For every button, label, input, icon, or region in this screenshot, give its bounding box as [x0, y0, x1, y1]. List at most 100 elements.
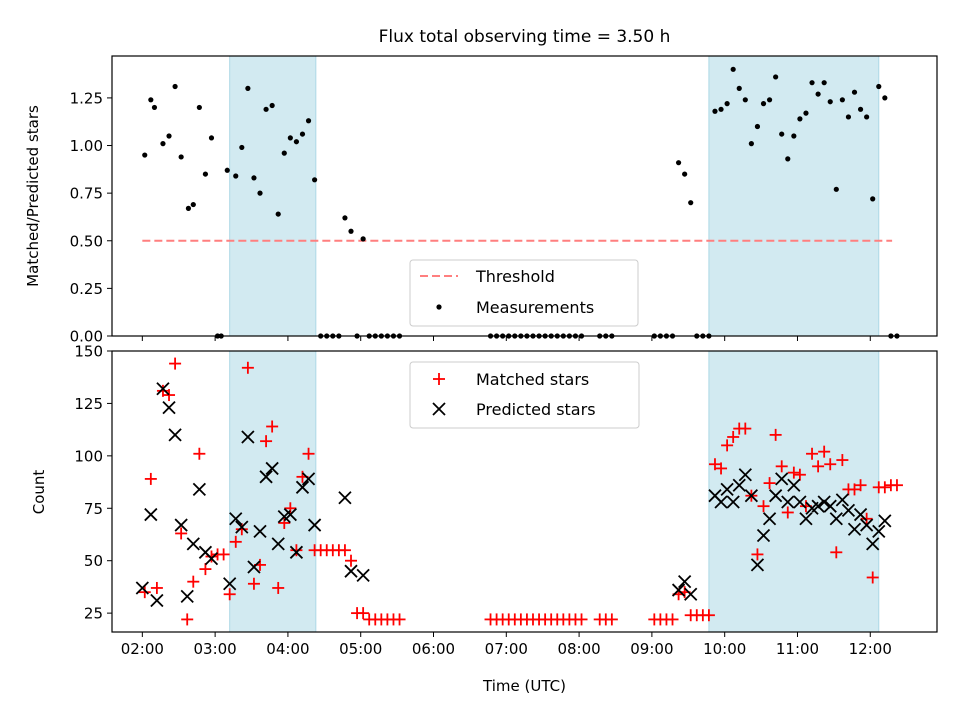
predicted-star-point — [799, 512, 813, 526]
top-y-ticks: 0.00 0.25 0.50 0.75 1.00 1.25 — [70, 89, 112, 346]
matched-star-point — [229, 535, 242, 548]
matched-star-point — [138, 586, 151, 599]
matched-star-point — [854, 479, 867, 492]
predicted-star-point — [775, 472, 789, 486]
predicted-star-point — [295, 480, 310, 494]
bottom-legend: Matched stars Predicted stars — [409, 361, 640, 429]
predicted-star-point — [841, 503, 856, 518]
measurement-point — [178, 154, 184, 160]
matched-star-point — [575, 613, 588, 626]
predicted-star-point — [671, 583, 686, 597]
matched-star-point — [169, 357, 182, 370]
x-axis-label: Time (UTC) — [482, 677, 566, 695]
measurement-point — [305, 118, 312, 124]
measurement-point — [748, 141, 754, 147]
predicted-star-point — [307, 518, 322, 532]
measurement-point — [730, 66, 736, 72]
matched-star-point — [605, 613, 618, 626]
matched-star-point — [818, 445, 831, 458]
x-tick-label: 09:00 — [630, 640, 673, 658]
matched-star-point — [812, 460, 825, 473]
top-y-axis-label: Matched/Predicted stars — [24, 105, 42, 287]
predicted-star-point — [144, 507, 158, 522]
measurement-point — [864, 114, 870, 120]
matched-star-point — [708, 458, 721, 471]
measurement-point — [269, 102, 275, 109]
measurement-point — [208, 135, 215, 141]
predicted-star-point — [847, 522, 862, 536]
measurement-point — [688, 200, 694, 206]
matched-star-point — [878, 481, 891, 494]
predicted-star-point — [835, 493, 850, 507]
measurement-point — [736, 85, 742, 91]
predicted-star-point — [204, 551, 219, 566]
y-tick-label: 0.00 — [70, 328, 103, 346]
measurement-point — [348, 228, 354, 234]
measurement-point — [190, 201, 196, 208]
predicted-star-point — [853, 507, 868, 522]
matched-star-point — [278, 516, 291, 529]
x-tick-label: 06:00 — [412, 640, 455, 658]
measurement-point — [342, 215, 348, 221]
matched-star-point — [150, 581, 163, 594]
bottom-plot-frame — [111, 350, 938, 633]
y-tick-label: 25 — [84, 605, 103, 623]
predicted-star-point — [762, 512, 777, 526]
matched-star-point — [727, 430, 740, 443]
y-tick-label: 125 — [74, 395, 103, 413]
measurement-point — [251, 175, 257, 181]
shaded-interval — [229, 350, 317, 633]
measurement-point — [882, 95, 888, 101]
bottom-shaded-intervals — [229, 350, 880, 633]
predicted-star-point — [229, 512, 243, 526]
matched-star-point — [715, 462, 728, 475]
matched-star-point — [848, 483, 861, 496]
predicted-star-point — [750, 558, 765, 572]
predicted-star-point — [253, 524, 267, 538]
predicted-star-point — [859, 518, 874, 532]
y-tick-label: 0.25 — [70, 280, 103, 298]
measurement-point — [148, 97, 154, 103]
measurement-point — [724, 101, 730, 107]
shaded-interval — [708, 350, 880, 633]
measurement-point — [172, 83, 178, 90]
matched-star-point — [806, 447, 819, 460]
legend-matched-swatch — [433, 373, 445, 385]
chart-title: Flux total observing time = 3.50 h — [379, 27, 671, 47]
measurement-point — [845, 114, 852, 120]
y-tick-label: 100 — [74, 447, 103, 465]
top-legend: Threshold Measurements — [409, 259, 639, 327]
matched-star-point — [702, 609, 715, 622]
legend-predicted-label: Predicted stars — [476, 400, 596, 419]
measurement-points — [142, 66, 900, 339]
top-shaded-intervals — [229, 55, 880, 337]
predicted-star-point — [271, 537, 285, 551]
measurement-point — [245, 85, 251, 91]
matched-star-point — [156, 384, 169, 397]
predicted-star-point — [168, 428, 182, 442]
measurement-point — [821, 80, 827, 86]
predicted-star-point — [756, 528, 771, 543]
measurement-point — [682, 171, 688, 177]
y-tick-label: 0.50 — [70, 232, 103, 250]
matched-star-point — [787, 466, 800, 479]
measurement-point — [239, 144, 245, 151]
predicted-star-point — [162, 400, 176, 415]
matched-star-point — [836, 454, 849, 467]
measurement-point — [779, 131, 785, 137]
matched-star-point — [769, 428, 782, 441]
measurement-point — [839, 97, 845, 103]
bottom-legend-box — [409, 361, 640, 429]
measurement-point — [299, 131, 306, 137]
predicted-star-point — [817, 495, 831, 509]
measurement-point — [754, 123, 761, 130]
matched-star-point — [247, 577, 260, 590]
predicted-star-point — [769, 489, 783, 503]
measurement-point — [876, 83, 882, 90]
matched-star-point — [775, 460, 788, 473]
measurement-point — [281, 150, 287, 156]
matched-star-point — [830, 546, 843, 559]
measurement-point — [263, 106, 269, 112]
top-panel: 0.00 0.25 0.50 0.75 1.00 1.25 Matched/Predict… — [24, 55, 938, 346]
measurement-point — [870, 196, 876, 202]
